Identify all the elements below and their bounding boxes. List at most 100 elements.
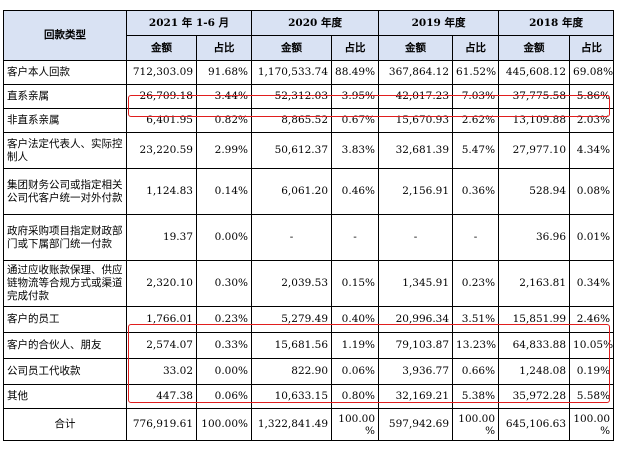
header-amount: 金额: [126, 35, 197, 61]
cell-amount: 37,775.58: [498, 84, 571, 109]
header-ratio: 占比: [331, 35, 380, 61]
cell-amount: -: [251, 214, 333, 261]
cell-amount: 52,312.03: [251, 84, 333, 109]
cell-ratio: 5.47%: [452, 132, 500, 169]
header-ratio: 占比: [569, 35, 615, 61]
table-row: 公司员工代收款 33.02 0.00% 822.90 0.06% 3,936.7…: [3, 358, 615, 385]
cell-amount: 23,220.59: [126, 132, 197, 169]
row-label: 客户法定代表人、实际控制人: [3, 132, 127, 169]
cell-amount: 447.38: [126, 384, 197, 409]
table-row: 集团财务公司或指定相关公司代客户统一对外付款 1,124.83 0.14% 6,…: [3, 168, 615, 215]
cell-amount: 15,670.93: [378, 108, 454, 133]
row-label: 通过应收账款保理、供应链物流等合规方式或渠道完成付款: [3, 260, 127, 307]
cell-amount: 6,061.20: [251, 168, 333, 215]
cell-ratio: 0.34%: [569, 260, 615, 307]
cell-amount: 32,681.39: [378, 132, 454, 169]
row-label: 集团财务公司或指定相关公司代客户统一对外付款: [3, 168, 127, 215]
cell-amount: -: [378, 214, 454, 261]
cell-ratio: 100.00 %: [569, 408, 615, 441]
cell-ratio: 88.49%: [331, 60, 380, 85]
header-period-2018: 2018 年度: [498, 10, 615, 36]
cell-amount: 42,017.23: [378, 84, 454, 109]
cell-ratio: 0.08%: [569, 168, 615, 215]
cell-ratio: 5.38%: [452, 384, 500, 409]
cell-amount: 2,163.81: [498, 260, 571, 307]
cell-amount: 712,303.09: [126, 60, 197, 85]
cell-amount: 13,109.88: [498, 108, 571, 133]
cell-amount: 19.37: [126, 214, 197, 261]
cell-ratio: 0.82%: [195, 108, 253, 133]
cell-ratio: 100.00 %: [331, 408, 380, 441]
row-label: 其他: [3, 384, 127, 409]
header-row-periods: 回款类型 2021 年 1-6 月 2020 年度 2019 年度 2018 年…: [3, 10, 615, 61]
cell-ratio: 7.03%: [452, 84, 500, 109]
cell-ratio: 3.95%: [331, 84, 380, 109]
cell-ratio: -: [452, 214, 500, 261]
cell-ratio: 0.66%: [452, 358, 500, 385]
header-row-metrics: 金额 占比 金额 占比 金额 占比 金额 占比: [4, 35, 615, 61]
cell-amount: 597,942.69: [378, 408, 454, 441]
header-ratio: 占比: [195, 35, 253, 61]
cell-ratio: 13.23%: [452, 332, 500, 359]
cell-amount: 27,977.10: [498, 132, 571, 169]
cell-ratio: 0.15%: [331, 260, 380, 307]
cell-amount: 776,919.61: [126, 408, 197, 441]
cell-ratio: 61.52%: [452, 60, 500, 85]
cell-ratio: 2.03%: [569, 108, 615, 133]
cell-amount: 10,633.15: [251, 384, 333, 409]
payment-type-table: 回款类型 2021 年 1-6 月 2020 年度 2019 年度 2018 年…: [3, 10, 615, 441]
row-label: 非直系亲属: [3, 108, 127, 133]
cell-ratio: 0.00%: [195, 358, 253, 385]
cell-ratio: 0.19%: [569, 358, 615, 385]
cell-amount: 26,709.18: [126, 84, 197, 109]
cell-amount: 15,851.99: [498, 306, 571, 333]
cell-ratio: 3.51%: [452, 306, 500, 333]
cell-amount: 1,170,533.74: [251, 60, 333, 85]
cell-ratio: 4.34%: [569, 132, 615, 169]
cell-ratio: 0.46%: [331, 168, 380, 215]
row-label: 客户的员工: [3, 306, 127, 333]
cell-ratio: 0.06%: [331, 358, 380, 385]
cell-amount: 2,574.07: [126, 332, 197, 359]
cell-ratio: 100.00 %: [452, 408, 500, 441]
cell-ratio: 3.83%: [331, 132, 380, 169]
cell-amount: 8,865.52: [251, 108, 333, 133]
cell-ratio: 10.05%: [569, 332, 615, 359]
table-row: 直系亲属 26,709.18 3.44% 52,312.03 3.95% 42,…: [3, 84, 615, 109]
cell-ratio: 0.36%: [452, 168, 500, 215]
cell-ratio: 0.06%: [195, 384, 253, 409]
cell-amount: 1,248.08: [498, 358, 571, 385]
cell-ratio: 2.62%: [452, 108, 500, 133]
cell-amount: 822.90: [251, 358, 333, 385]
row-label: 公司员工代收款: [3, 358, 127, 385]
cell-amount: 1,322,841.49: [251, 408, 333, 441]
cell-ratio: 2.99%: [195, 132, 253, 169]
header-period-2021h1: 2021 年 1-6 月: [125, 10, 253, 36]
cell-ratio: 91.68%: [195, 60, 253, 85]
header-amount: 金额: [498, 35, 571, 61]
cell-ratio: 1.19%: [331, 332, 380, 359]
cell-amount: 6,401.95: [126, 108, 197, 133]
cell-ratio: 0.30%: [195, 260, 253, 307]
header-amount: 金额: [378, 35, 454, 61]
cell-ratio: 5.86%: [569, 84, 615, 109]
table-row: 客户的员工 1,766.01 0.23% 5,279.49 0.40% 20,9…: [3, 306, 615, 333]
cell-amount: 3,936.77: [378, 358, 454, 385]
cell-ratio: 100.00%: [195, 408, 253, 441]
cell-amount: 20,996.34: [378, 306, 454, 333]
cell-ratio: -: [331, 214, 380, 261]
table-row: 非直系亲属 6,401.95 0.82% 8,865.52 0.67% 15,6…: [3, 108, 615, 133]
row-label: 客户本人回款: [3, 60, 127, 85]
cell-ratio: 3.44%: [195, 84, 253, 109]
cell-amount: 15,681.56: [251, 332, 333, 359]
row-label: 直系亲属: [3, 84, 127, 109]
cell-ratio: 5.58%: [569, 384, 615, 409]
cell-amount: 445,608.12: [498, 60, 571, 85]
header-period-2020: 2020 年度: [251, 10, 380, 36]
cell-amount: 1,124.83: [126, 168, 197, 215]
cell-amount: 50,612.37: [251, 132, 333, 169]
cell-ratio: 0.23%: [452, 260, 500, 307]
cell-ratio: 0.80%: [331, 384, 380, 409]
cell-amount: 2,039.53: [251, 260, 333, 307]
cell-ratio: 0.00%: [195, 214, 253, 261]
